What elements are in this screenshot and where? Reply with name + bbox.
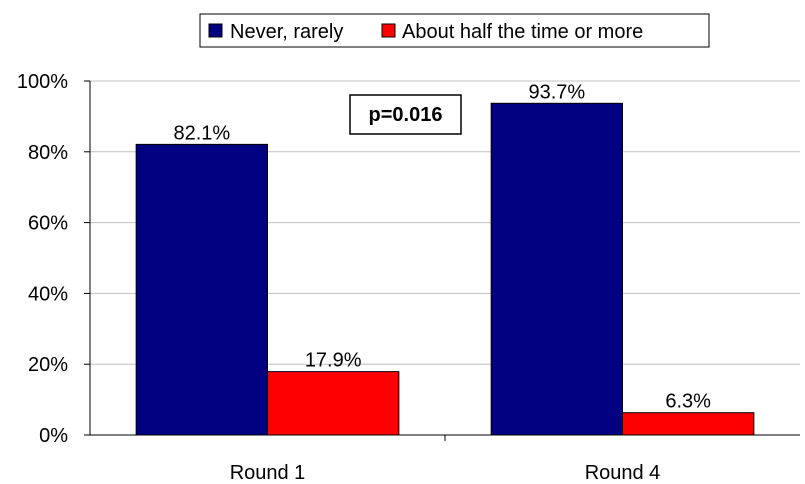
x-tick-label: Round 1 xyxy=(230,462,306,484)
legend-swatch-never-rarely xyxy=(208,23,223,38)
data-labels: 82.1% 17.9% 93.7% 6.3% xyxy=(173,81,711,412)
p-value-annotation: p=0.016 xyxy=(349,94,462,135)
legend-swatch-about-half xyxy=(381,23,396,38)
legend-label-never-rarely: Never, rarely xyxy=(230,21,343,43)
x-tick-labels: Round 1 Round 4 xyxy=(230,462,661,484)
bars xyxy=(135,102,755,436)
legend: Never, rarely About half the time or mor… xyxy=(199,13,710,48)
data-label: 17.9% xyxy=(305,350,362,372)
y-tick-label: 20% xyxy=(28,354,68,376)
y-tick-label: 40% xyxy=(28,283,68,305)
bar-about-half-round-1 xyxy=(267,371,400,436)
p-value-box xyxy=(349,94,462,135)
bar-never-rarely-round-4 xyxy=(490,102,623,436)
data-label: 93.7% xyxy=(528,81,585,103)
y-tick-label: 100% xyxy=(17,71,68,93)
y-tick-label: 60% xyxy=(28,213,68,235)
axes xyxy=(84,80,800,441)
y-tick-labels: 0% 20% 40% 60% 80% 100% xyxy=(17,71,68,447)
legend-box xyxy=(199,13,710,48)
legend-label-about-half: About half the time or more xyxy=(402,21,643,43)
bar-never-rarely-round-1 xyxy=(135,143,268,436)
y-tick-label: 80% xyxy=(28,142,68,164)
y-tick-label: 0% xyxy=(39,425,68,447)
bar-about-half-round-4 xyxy=(622,412,755,436)
data-label: 6.3% xyxy=(665,391,711,413)
p-value-text: p=0.016 xyxy=(369,104,443,126)
x-tick-label: Round 4 xyxy=(585,462,661,484)
data-label: 82.1% xyxy=(173,122,230,144)
